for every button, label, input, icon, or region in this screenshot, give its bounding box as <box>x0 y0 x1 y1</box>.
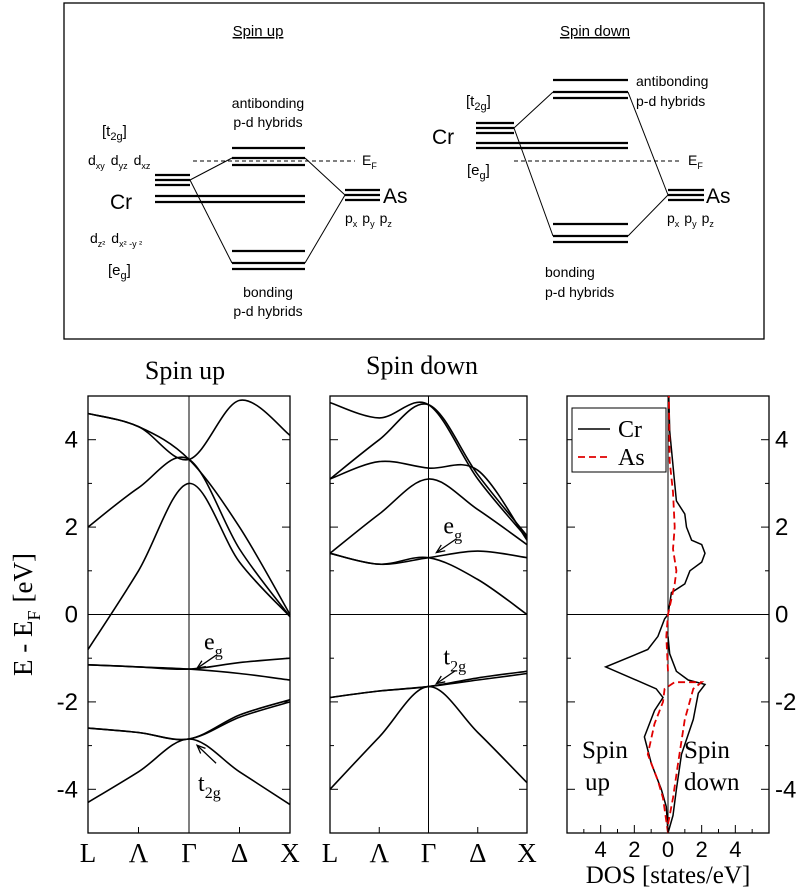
band-ytick-4: 4 <box>65 427 78 454</box>
dos-ytick-2: 0 <box>775 602 788 629</box>
band-spin-down-xtick-2: Γ <box>421 838 437 868</box>
band-spin-up-band-8 <box>87 399 291 461</box>
spin-down-diagram: Spin down EF antibonding p-d hybrids bon… <box>432 23 731 300</box>
band-spin-up-annotation-0: eg <box>204 629 223 660</box>
spin-up-diagram: Spin up EF antibonding p-d hybrids bondi… <box>88 23 408 319</box>
band-spin-down-xtick-0: L <box>322 838 339 868</box>
legend-as: As <box>618 445 645 471</box>
band-spin-up-xtick-1: Λ <box>129 838 149 868</box>
svg-text:EF: EF <box>362 152 377 171</box>
svg-text:Cr: Cr <box>110 191 132 214</box>
band-spin-down-band-4 <box>329 552 528 616</box>
svg-text:As: As <box>706 185 731 208</box>
band-spin-up-annotation-1: t2g <box>198 771 221 802</box>
dos-xtick-2: 0 <box>662 837 674 862</box>
dos-ytick-3: 2 <box>775 514 788 541</box>
band-spin-down-band-8 <box>329 401 528 539</box>
svg-text:p-d hybrids: p-d hybrids <box>233 114 302 130</box>
svg-text:EF: EF <box>688 152 703 171</box>
band-spin-down-band-5 <box>329 478 528 554</box>
svg-text:p-d hybrids: p-d hybrids <box>636 93 705 109</box>
band-spin-up-xtick-3: Δ <box>231 838 248 868</box>
svg-text:[t2g]: [t2g] <box>102 123 127 143</box>
dos-spin-up-label: Spin <box>582 737 628 764</box>
svg-text:bonding: bonding <box>545 264 595 280</box>
band-spin-up-title: Spin up <box>145 356 225 385</box>
dos-series-cr-spin-down-lower <box>667 636 707 834</box>
band-spin-up-xtick-0: L <box>80 838 97 868</box>
legend-cr: Cr <box>618 417 642 443</box>
diagram-spin-down-title: Spin down <box>560 23 630 40</box>
band-ytick-2: 0 <box>65 602 78 629</box>
diagram-frame <box>63 2 765 340</box>
band-spin-down-xtick-3: Δ <box>469 838 486 868</box>
svg-text:As: As <box>383 185 408 208</box>
band-spin-up-panel: Spin up L Λ Γ Δ Xeg t2g -4 -2 0 2 4 E - EF[eV] <box>8 356 300 868</box>
svg-text:antibonding: antibonding <box>232 95 304 111</box>
band-spin-down-title: Spin down <box>366 351 478 380</box>
dos-spin-down-label-2: down <box>684 769 740 796</box>
dos-series-cr <box>603 395 706 834</box>
band-spin-up-band-5 <box>87 482 291 650</box>
band-ytick-3: 2 <box>65 514 78 541</box>
band-spin-up-band-2 <box>87 701 291 741</box>
dos-series-as-upper <box>665 395 678 672</box>
svg-text:p-d hybrids: p-d hybrids <box>233 303 302 319</box>
band-ytick-1: -2 <box>57 689 78 716</box>
band-ytick-0: -4 <box>57 776 78 803</box>
band-spin-up-xtick-4: X <box>280 838 300 868</box>
dos-ytick-4: 4 <box>775 427 788 454</box>
band-spin-down-xtick-1: Λ <box>369 838 389 868</box>
dos-ytick-1: -2 <box>775 689 796 716</box>
svg-text:[t2g]: [t2g] <box>466 93 491 113</box>
band-spin-down-annotation-0: eg <box>443 514 462 545</box>
dos-xtick-0: 4 <box>595 837 607 862</box>
dos-xlabel: DOS [states/eV] <box>586 862 751 888</box>
dos-xtick-3: 2 <box>696 837 708 862</box>
dos-series-as <box>646 681 705 834</box>
band-spin-down-xtick-4: X <box>517 838 537 868</box>
diagram-spin-up-title: Spin up <box>233 23 284 40</box>
dos-xtick-1: 2 <box>628 837 640 862</box>
dos-spin-down-label: Spin <box>684 737 730 764</box>
band-spin-up-band-4 <box>87 657 291 671</box>
dos-spin-up-label-2: up <box>585 769 610 796</box>
dos-xtick-4: 4 <box>729 837 741 862</box>
svg-text:antibonding: antibonding <box>636 73 708 89</box>
svg-text:Cr: Cr <box>432 126 454 149</box>
svg-text:p-d hybrids: p-d hybrids <box>545 284 614 300</box>
band-ylabel: E - EF[eV] <box>8 553 44 676</box>
band-spin-down-band-6 <box>329 460 528 541</box>
svg-text:[eg]: [eg] <box>467 162 490 182</box>
band-spin-up-xtick-2: Γ <box>181 838 197 868</box>
svg-text:bonding: bonding <box>243 284 293 300</box>
dos-ytick-0: -4 <box>775 776 796 803</box>
svg-text:[eg]: [eg] <box>108 262 131 282</box>
band-spin-down-band-2 <box>329 672 528 699</box>
